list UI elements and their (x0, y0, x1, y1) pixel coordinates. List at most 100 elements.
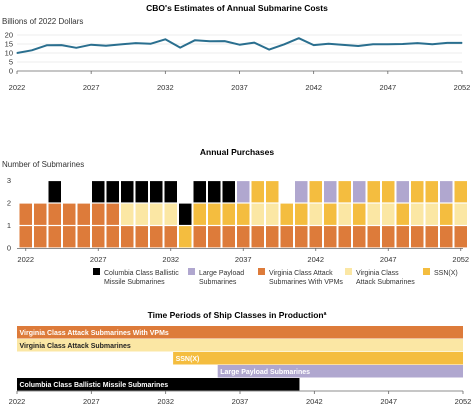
chart1-point (164, 38, 166, 40)
chart3-xtick-label: 2052 (455, 397, 472, 406)
chart3-title: Time Periods of Ship Classes in Producti… (148, 310, 327, 320)
chart2-ytick-label: 2 (7, 199, 11, 208)
chart2-bar-large-payload (295, 181, 308, 203)
chart1-point (357, 45, 359, 47)
chart1-point (149, 43, 152, 45)
chart2-legend-item: Virginia Class Attack Submarines (345, 268, 415, 286)
chart2-bar-vpm (63, 203, 76, 225)
chart2-legend-item: Virginia Class Attack Submarines With VPM… (258, 268, 343, 286)
chart2-bar-vpm (135, 226, 148, 248)
chart3-xtick-label: 2027 (83, 397, 100, 406)
chart2-xtick-label: 2047 (380, 255, 397, 264)
chart1-point (327, 43, 330, 45)
chart2-bar-virginia (367, 203, 380, 225)
chart1-ytick-label: 5 (9, 58, 13, 67)
chart2-bar-ssnx (309, 181, 322, 203)
chart2-bar-vpm (338, 226, 351, 248)
chart2-legend-label: SSN(X) (434, 270, 458, 277)
chart2-bar-ssnx (266, 181, 279, 203)
chart3-period-label: Columbia Class Ballistic Missile Submari… (20, 382, 169, 389)
chart2-bar-ssnx (208, 203, 221, 225)
chart3-title-text: Time Periods of Ship Classes in Producti… (148, 310, 324, 320)
chart1-point (238, 44, 241, 46)
chart2-bar-columbia (135, 181, 148, 203)
chart2-legend-label: Large Payload (199, 270, 244, 277)
chart2-bar-vpm (164, 226, 177, 248)
chart3-period-label: Large Payload Submarines (220, 369, 310, 376)
chart2-bar-virginia (382, 203, 395, 225)
chart3-period-label: Virginia Class Attack Submarines With VP… (20, 330, 169, 337)
chart2-bar-vpm (63, 226, 76, 248)
chart2-legend-swatch (188, 268, 195, 275)
chart3-title-note: a (324, 311, 327, 317)
chart2-bar-ssnx (396, 203, 409, 225)
chart2-bar-virginia (121, 203, 134, 225)
chart2-legend-label: Attack Submarines (356, 279, 415, 286)
chart2-bar-columbia (92, 181, 105, 203)
chart3-period-bar (17, 339, 463, 352)
chart3-xticks: 2022 2027 2032 2037 2042 2047 2052 (9, 391, 472, 406)
chart2-bar-ssnx (324, 203, 337, 225)
chart2-bar-vpm (193, 226, 206, 248)
chart3-period-bar (217, 365, 463, 378)
chart2-bar-virginia (411, 203, 424, 225)
chart1-point (105, 45, 107, 47)
chart2-bar-columbia (193, 181, 206, 203)
chart1-xtick-label: 2047 (379, 83, 396, 92)
chart1-xtick-label: 2037 (231, 83, 248, 92)
chart2-bar-columbia (179, 203, 192, 225)
chart2-bar-columbia (208, 181, 221, 203)
chart2-legend-label: Submarines (199, 279, 237, 286)
chart2-bar-ssnx (193, 203, 206, 225)
chart2-bar-vpm (106, 203, 119, 225)
chart2-bar-large-payload (324, 181, 337, 203)
chart2-bar-vpm (411, 226, 424, 248)
chart1-ylabel: Billions of 2022 Dollars (2, 17, 83, 26)
chart2-bar-vpm (150, 226, 163, 248)
chart1-point (431, 43, 433, 45)
chart2-bar-vpm (295, 226, 308, 248)
chart2-bar-large-payload (396, 181, 409, 203)
chart2-ylabel: Number of Submarines (2, 160, 84, 169)
chart1-xtick-label: 2052 (454, 83, 471, 92)
chart2-bar-vpm (77, 226, 90, 248)
chart2-bar-virginia (266, 203, 279, 225)
chart2-xtick-label: 2037 (235, 255, 252, 264)
chart1-point (387, 43, 389, 45)
chart2-bar-vpm (48, 203, 61, 225)
chart1-point (298, 37, 300, 39)
chart1-ytick-label: 20 (5, 31, 13, 40)
chart1-point (342, 44, 344, 46)
chart2-bar-ssnx (295, 203, 308, 225)
chart1-point (313, 44, 315, 46)
chart3-xtick-label: 2037 (232, 397, 249, 406)
chart1-series-line (16, 37, 462, 54)
chart2-legend-label: Missile Submarines (104, 279, 165, 286)
chart2-bar-vpm (222, 226, 235, 248)
chart2-yticks: 0 1 2 3 (7, 176, 11, 253)
chart2-bar-vpm (92, 226, 105, 248)
chart1-point (372, 43, 374, 45)
chart1-point (75, 47, 77, 49)
chart2-xtick-label: 2042 (307, 255, 324, 264)
chart2-bar-vpm (266, 226, 279, 248)
chart2-bar-ssnx (251, 181, 264, 203)
chart2-bar-columbia (48, 181, 61, 203)
chart2-legend-swatch (423, 268, 430, 275)
chart2-bar-vpm (19, 226, 32, 248)
chart2-xtick-label: 2027 (90, 255, 107, 264)
chart1-xtick-label: 2022 (9, 83, 26, 92)
chart2-bar-vpm (92, 203, 105, 225)
chart3-period-label: SSN(X) (176, 356, 200, 363)
chart2-bar-columbia (121, 181, 134, 203)
chart1-point (194, 39, 196, 41)
chart2-bars (19, 181, 467, 248)
chart1-point (268, 48, 270, 51)
chart1-point (90, 44, 92, 46)
chart3-period-bar (17, 326, 463, 339)
chart2-bar-ssnx (367, 181, 380, 203)
chart2-bar-vpm (454, 226, 467, 248)
chart3-bars: Virginia Class Attack Submarines With VP… (17, 326, 463, 391)
